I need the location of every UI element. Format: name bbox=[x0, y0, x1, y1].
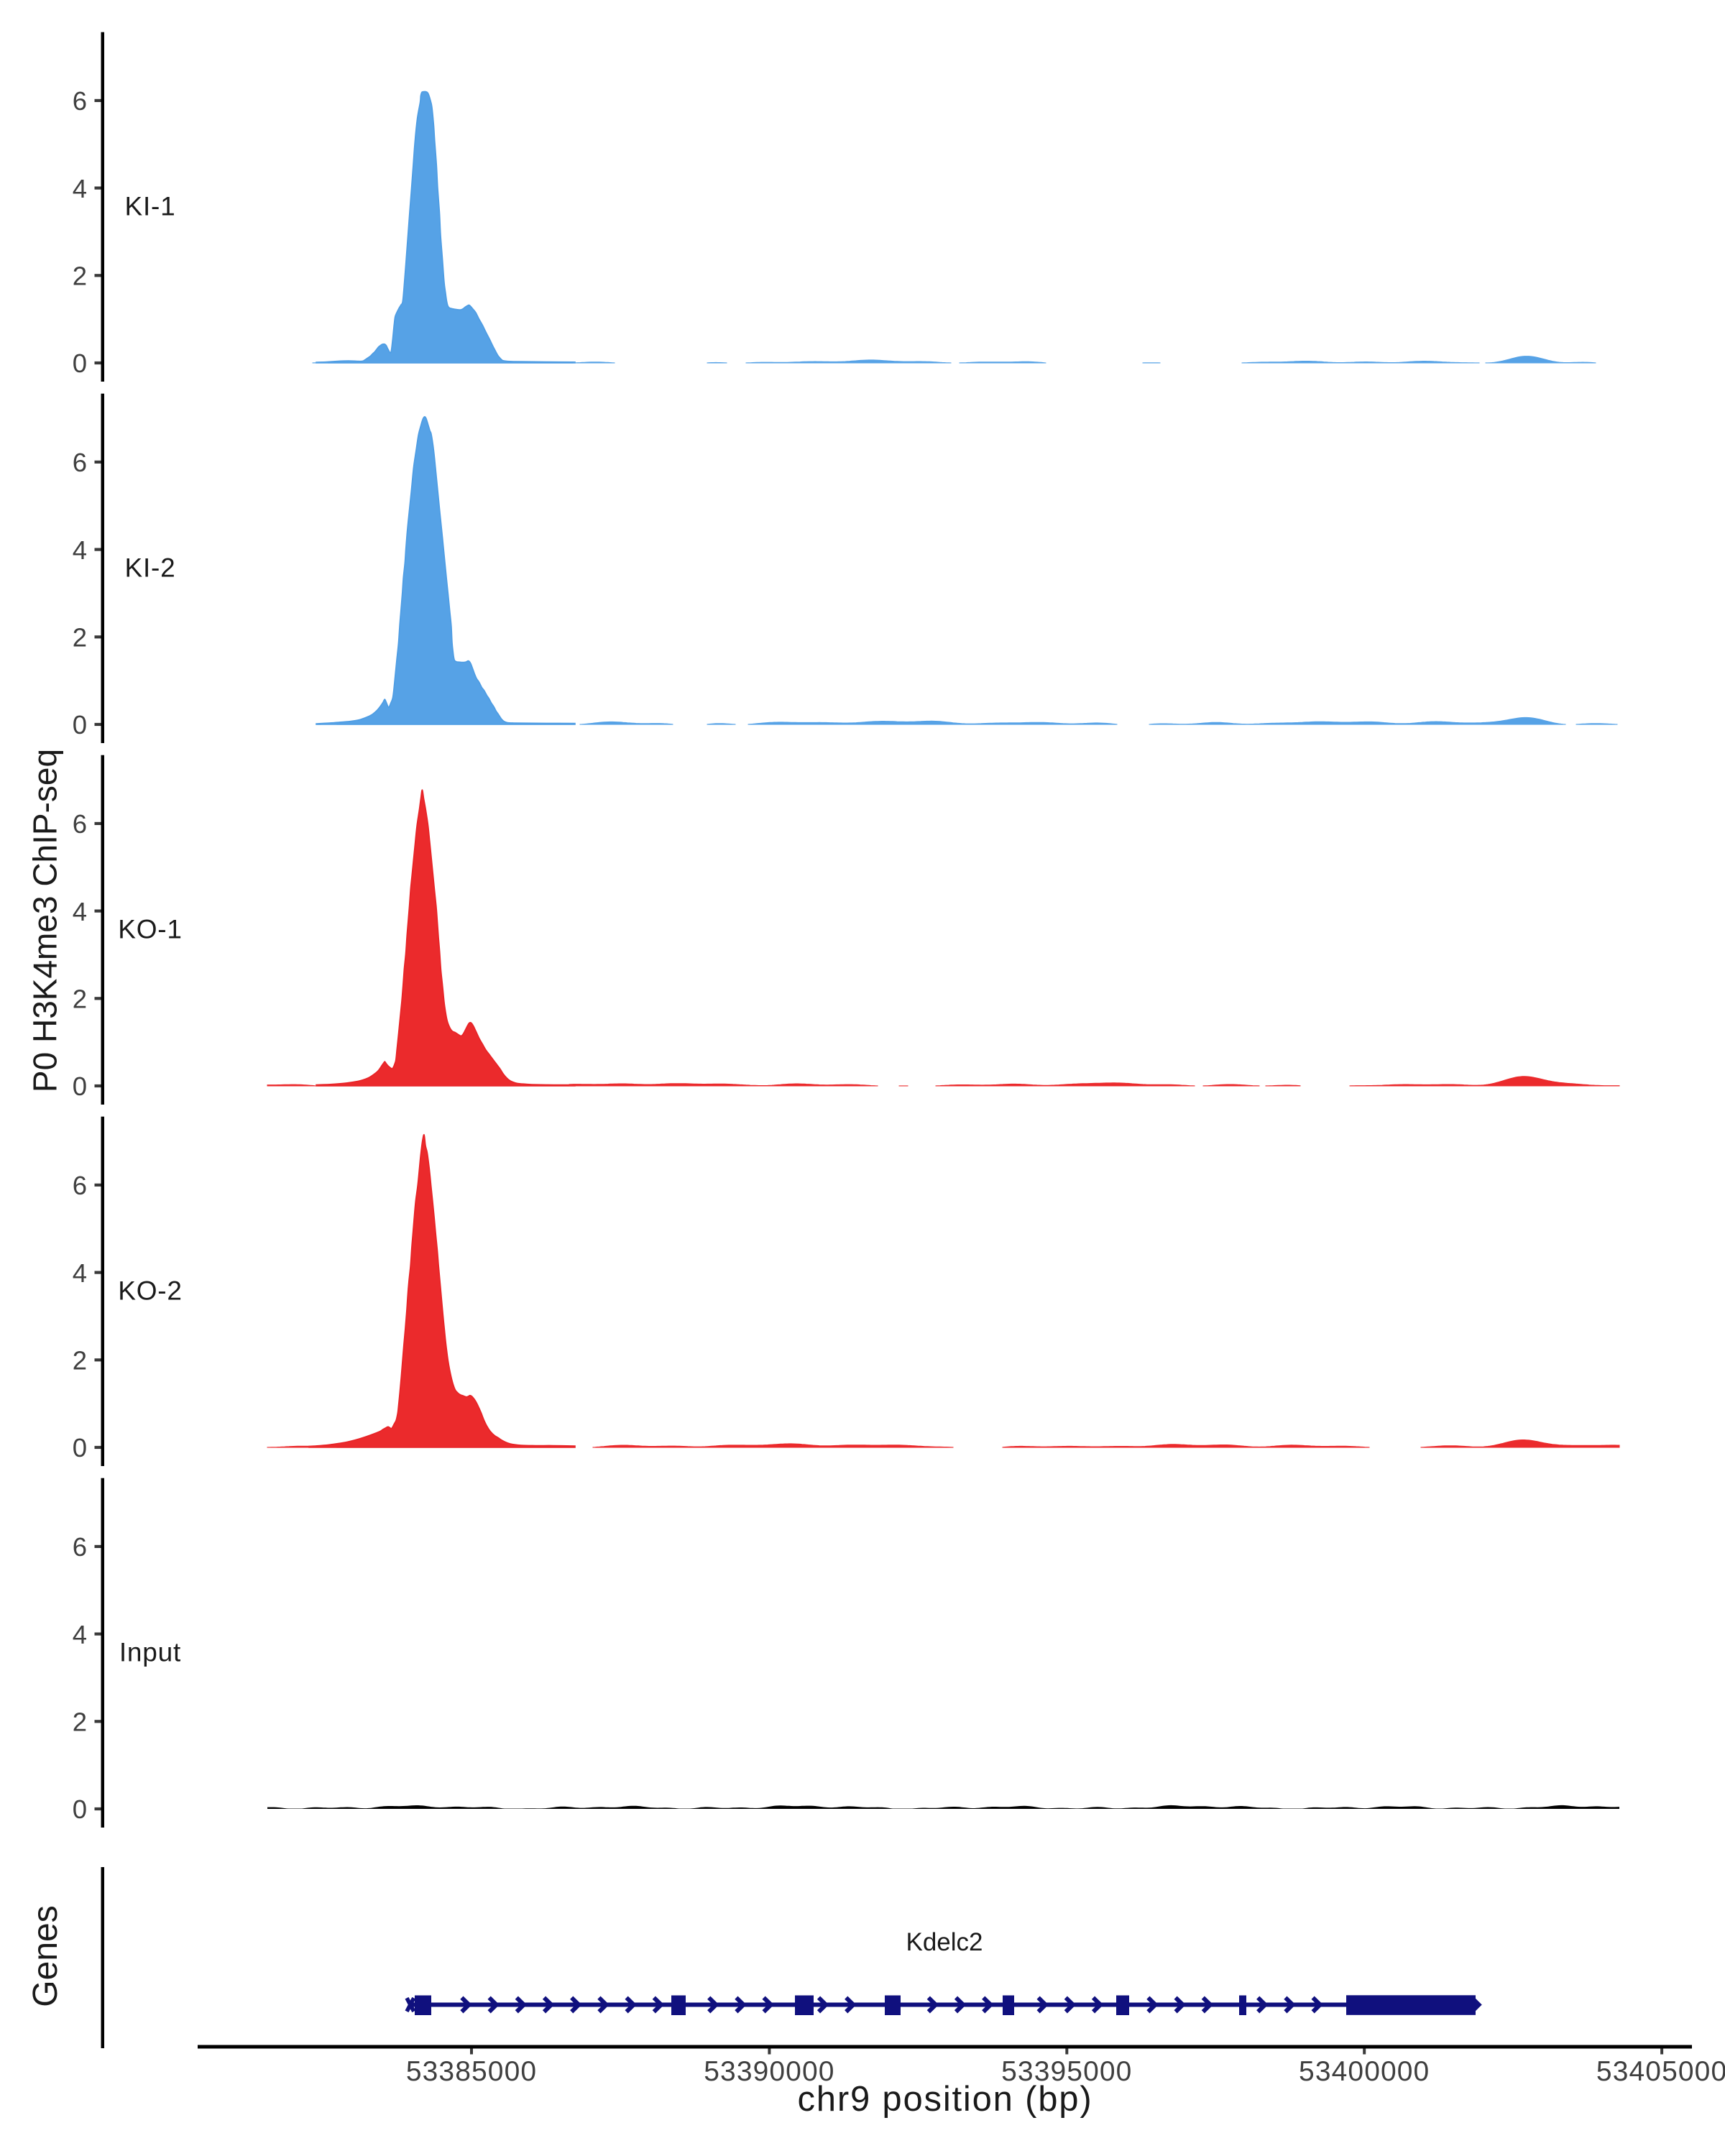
svg-text:6: 6 bbox=[73, 448, 87, 477]
svg-text:4: 4 bbox=[73, 174, 87, 203]
svg-text:0: 0 bbox=[73, 710, 87, 740]
svg-text:0: 0 bbox=[73, 1072, 87, 1101]
svg-text:53405000: 53405000 bbox=[1596, 2056, 1725, 2087]
svg-text:2: 2 bbox=[73, 985, 87, 1014]
svg-text:4: 4 bbox=[73, 1258, 87, 1288]
svg-text:0: 0 bbox=[73, 349, 87, 378]
svg-text:53390000: 53390000 bbox=[704, 2056, 834, 2087]
svg-text:Genes: Genes bbox=[27, 1905, 65, 2007]
svg-text:Kdelc2: Kdelc2 bbox=[906, 1928, 983, 1956]
svg-text:KO-1: KO-1 bbox=[118, 915, 183, 944]
svg-text:2: 2 bbox=[73, 623, 87, 653]
svg-text:4: 4 bbox=[73, 535, 87, 565]
svg-text:0: 0 bbox=[73, 1433, 87, 1462]
svg-text:6: 6 bbox=[73, 1171, 87, 1200]
svg-text:2: 2 bbox=[73, 262, 87, 291]
svg-text:2: 2 bbox=[73, 1346, 87, 1376]
svg-text:6: 6 bbox=[73, 809, 87, 839]
svg-text:53395000: 53395000 bbox=[1001, 2056, 1132, 2087]
svg-text:KO-2: KO-2 bbox=[118, 1276, 183, 1306]
svg-text:0: 0 bbox=[73, 1795, 87, 1824]
svg-text:Input: Input bbox=[119, 1638, 181, 1667]
svg-text:chr9 position (bp): chr9 position (bp) bbox=[798, 2080, 1093, 2119]
svg-text:4: 4 bbox=[73, 1620, 87, 1649]
svg-text:53385000: 53385000 bbox=[406, 2056, 537, 2087]
svg-text:2: 2 bbox=[73, 1708, 87, 1737]
svg-text:KI-1: KI-1 bbox=[124, 192, 175, 221]
svg-text:KI-2: KI-2 bbox=[124, 553, 175, 583]
svg-text:6: 6 bbox=[73, 1532, 87, 1562]
svg-text:4: 4 bbox=[73, 897, 87, 926]
svg-text:53400000: 53400000 bbox=[1299, 2056, 1430, 2087]
svg-text:P0 H3K4me3 ChIP-seq: P0 H3K4me3 ChIP-seq bbox=[27, 749, 64, 1092]
svg-text:6: 6 bbox=[73, 86, 87, 116]
